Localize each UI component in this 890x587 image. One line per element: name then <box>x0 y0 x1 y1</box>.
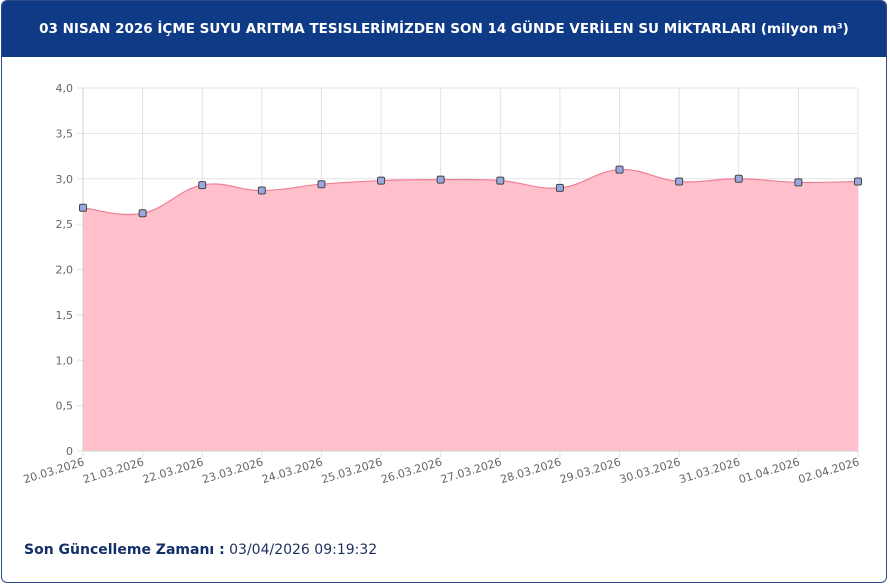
data-point <box>138 209 147 218</box>
data-point <box>79 203 87 212</box>
x-tick-label: 31.03.2026 <box>678 455 742 486</box>
x-tick-label: 26.03.2026 <box>380 455 444 486</box>
x-tick-label: 01.04.2026 <box>737 455 801 486</box>
x-tick-label: 23.03.2026 <box>201 455 265 486</box>
x-tick-label: 02.04.2026 <box>797 455 861 486</box>
data-point <box>675 177 684 186</box>
data-point <box>496 176 505 185</box>
x-tick-label: 25.03.2026 <box>320 455 384 486</box>
last-update-value: 03/04/2026 09:19:32 <box>229 542 378 558</box>
x-tick-label: 29.03.2026 <box>558 455 622 486</box>
data-point <box>436 175 445 184</box>
x-tick-label: 24.03.2026 <box>260 455 324 486</box>
y-tick-label: 1,0 <box>56 354 74 367</box>
chart-header: 03 NISAN 2026 İÇME SUYU ARITMA TESISLERİ… <box>2 1 886 57</box>
y-tick-label: 4,0 <box>56 82 74 95</box>
data-point <box>555 183 564 192</box>
y-tick-label: 3,0 <box>56 173 74 186</box>
y-tick-label: 2,5 <box>56 218 74 231</box>
y-tick-label: 0 <box>66 445 73 458</box>
x-tick-label: 21.03.2026 <box>81 455 145 486</box>
y-tick-label: 3,5 <box>56 127 74 140</box>
data-point <box>198 181 207 190</box>
x-tick-label: 28.03.2026 <box>499 455 563 486</box>
x-tick-label: 30.03.2026 <box>618 455 682 486</box>
data-point <box>734 174 743 183</box>
data-point <box>257 186 266 195</box>
x-tick-label: 22.03.2026 <box>141 455 205 486</box>
y-tick-label: 0,5 <box>56 400 74 413</box>
chart-title: 03 NISAN 2026 İÇME SUYU ARITMA TESISLERİ… <box>39 21 849 37</box>
x-tick-label: 20.03.2026 <box>22 455 86 486</box>
data-point <box>317 180 326 189</box>
data-point <box>615 165 624 174</box>
last-update-label: Son Güncelleme Zamanı : <box>24 542 225 558</box>
y-tick-label: 2,0 <box>56 264 74 277</box>
data-point <box>794 178 803 187</box>
x-tick-label: 27.03.2026 <box>439 455 503 486</box>
data-point <box>854 177 862 186</box>
data-point <box>377 176 386 185</box>
last-update: Son Güncelleme Zamanı : 03/04/2026 09:19… <box>24 542 377 558</box>
area-fill <box>83 169 858 451</box>
y-tick-label: 1,5 <box>56 309 74 322</box>
